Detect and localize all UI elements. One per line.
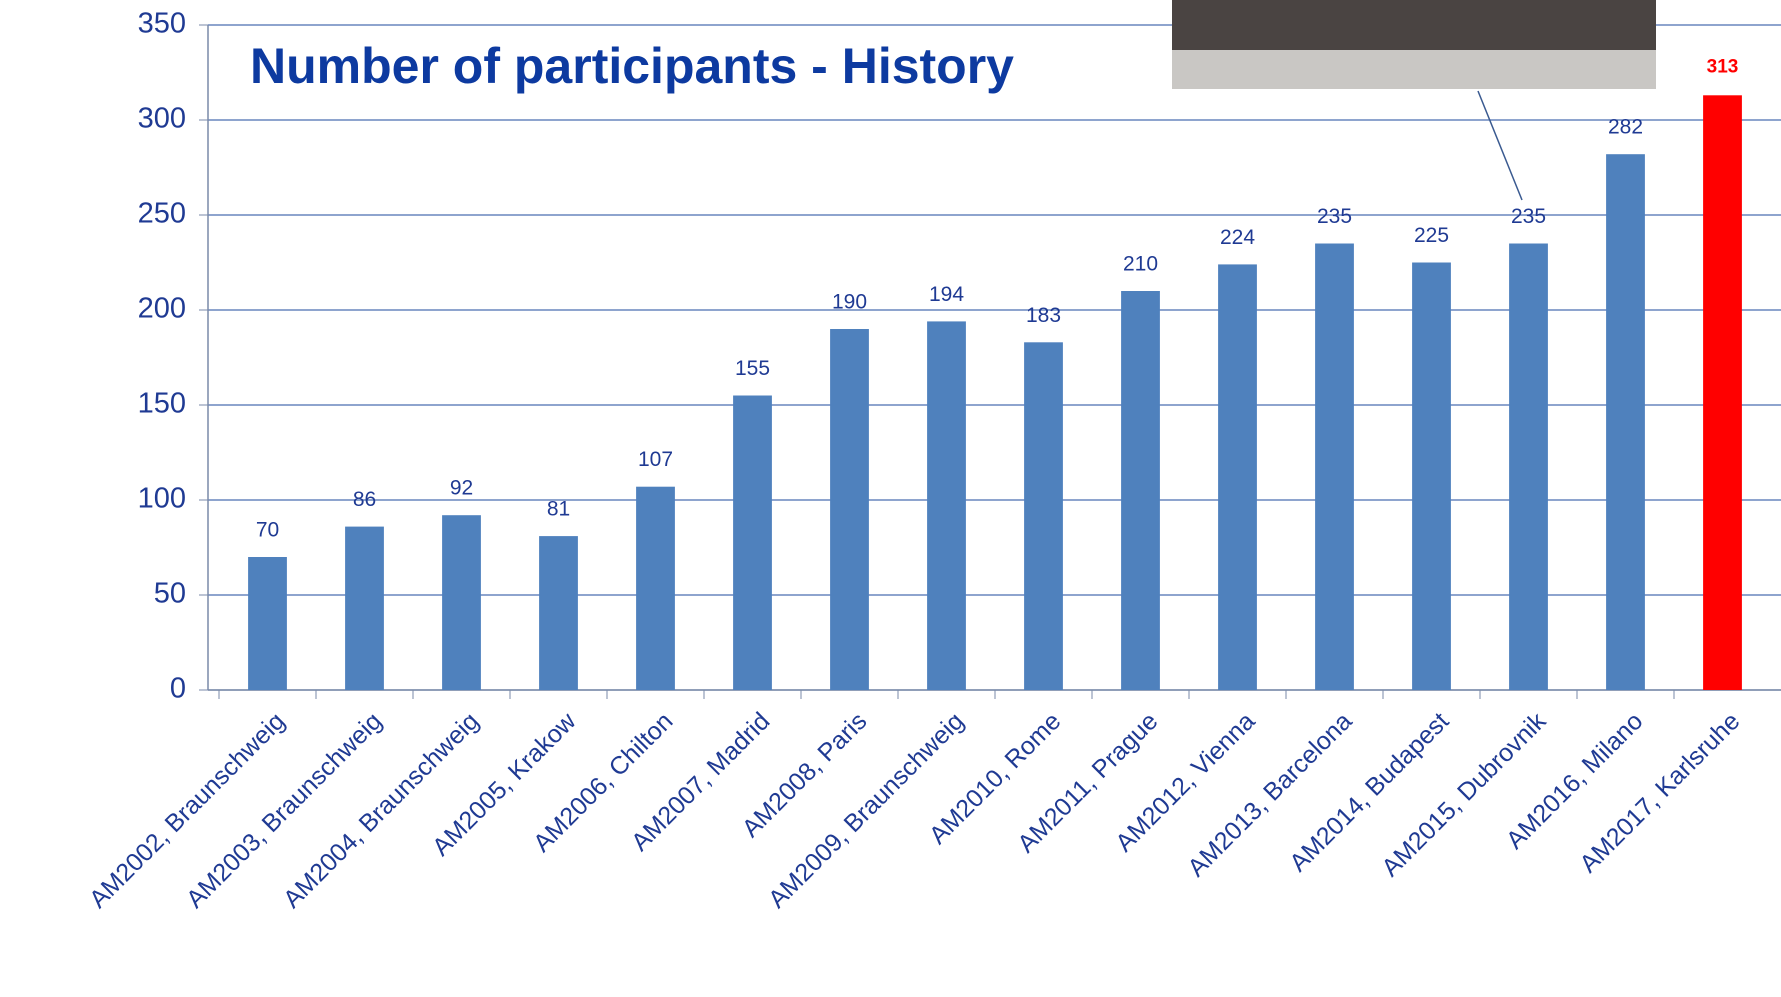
chart: Number of participants - History 0 50 100 1… — [0, 0, 1781, 997]
value-label: 92 — [450, 477, 473, 500]
value-label: 210 — [1123, 253, 1158, 276]
value-label: 70 — [256, 519, 279, 542]
x-tick-label: AM2013, Barcelona — [1182, 707, 1357, 882]
bar — [1509, 244, 1548, 691]
bar — [1024, 342, 1063, 690]
photo-pointer — [1478, 91, 1522, 200]
x-tick-label: AM2009, Braunschweig — [763, 707, 970, 914]
value-label: 225 — [1414, 224, 1449, 247]
x-tick-label: AM2017, Karlsruhe — [1574, 707, 1745, 878]
y-tick-label: 200 — [138, 293, 186, 325]
photo-crowd — [1172, 0, 1656, 50]
x-tick-label: AM2002, Braunschweig — [84, 707, 291, 914]
value-label: 86 — [353, 488, 376, 511]
value-label: 81 — [547, 498, 570, 521]
bar — [1218, 264, 1257, 690]
value-label: 183 — [1026, 304, 1061, 327]
bar — [927, 321, 966, 690]
x-tick-label: AM2015, Dubrovnik — [1376, 707, 1551, 882]
bar — [1703, 95, 1742, 690]
bar — [1315, 244, 1354, 691]
value-label: 235 — [1317, 205, 1352, 228]
bar — [248, 557, 287, 690]
y-tick-label: 50 — [154, 578, 186, 610]
chart-title: Number of participants - History — [250, 38, 1014, 94]
bar — [830, 329, 869, 690]
value-label: 282 — [1608, 116, 1643, 139]
bar — [733, 396, 772, 691]
bar — [345, 527, 384, 690]
value-label: 155 — [735, 357, 770, 380]
bar — [1121, 291, 1160, 690]
value-label: 313 — [1707, 56, 1739, 77]
value-label: 194 — [929, 283, 964, 306]
bar — [539, 536, 578, 690]
y-tick-label: 300 — [138, 103, 186, 135]
bar — [1606, 154, 1645, 690]
y-tick-label: 100 — [138, 483, 186, 515]
x-tick-label: AM2004, Braunschweig — [278, 707, 485, 914]
value-label: 235 — [1511, 205, 1546, 228]
y-tick-label: 0 — [170, 673, 186, 705]
bar — [636, 487, 675, 690]
y-tick-label: 350 — [138, 8, 186, 40]
x-tick-label: AM2003, Braunschweig — [181, 707, 388, 914]
y-tick-label: 250 — [138, 198, 186, 230]
x-tick-label: AM2014, Budapest — [1284, 707, 1454, 877]
value-label: 107 — [638, 448, 673, 471]
value-label: 224 — [1220, 226, 1255, 249]
bar — [1412, 263, 1451, 691]
y-tick-label: 150 — [138, 388, 186, 420]
value-label: 190 — [832, 291, 867, 314]
bar — [442, 515, 481, 690]
